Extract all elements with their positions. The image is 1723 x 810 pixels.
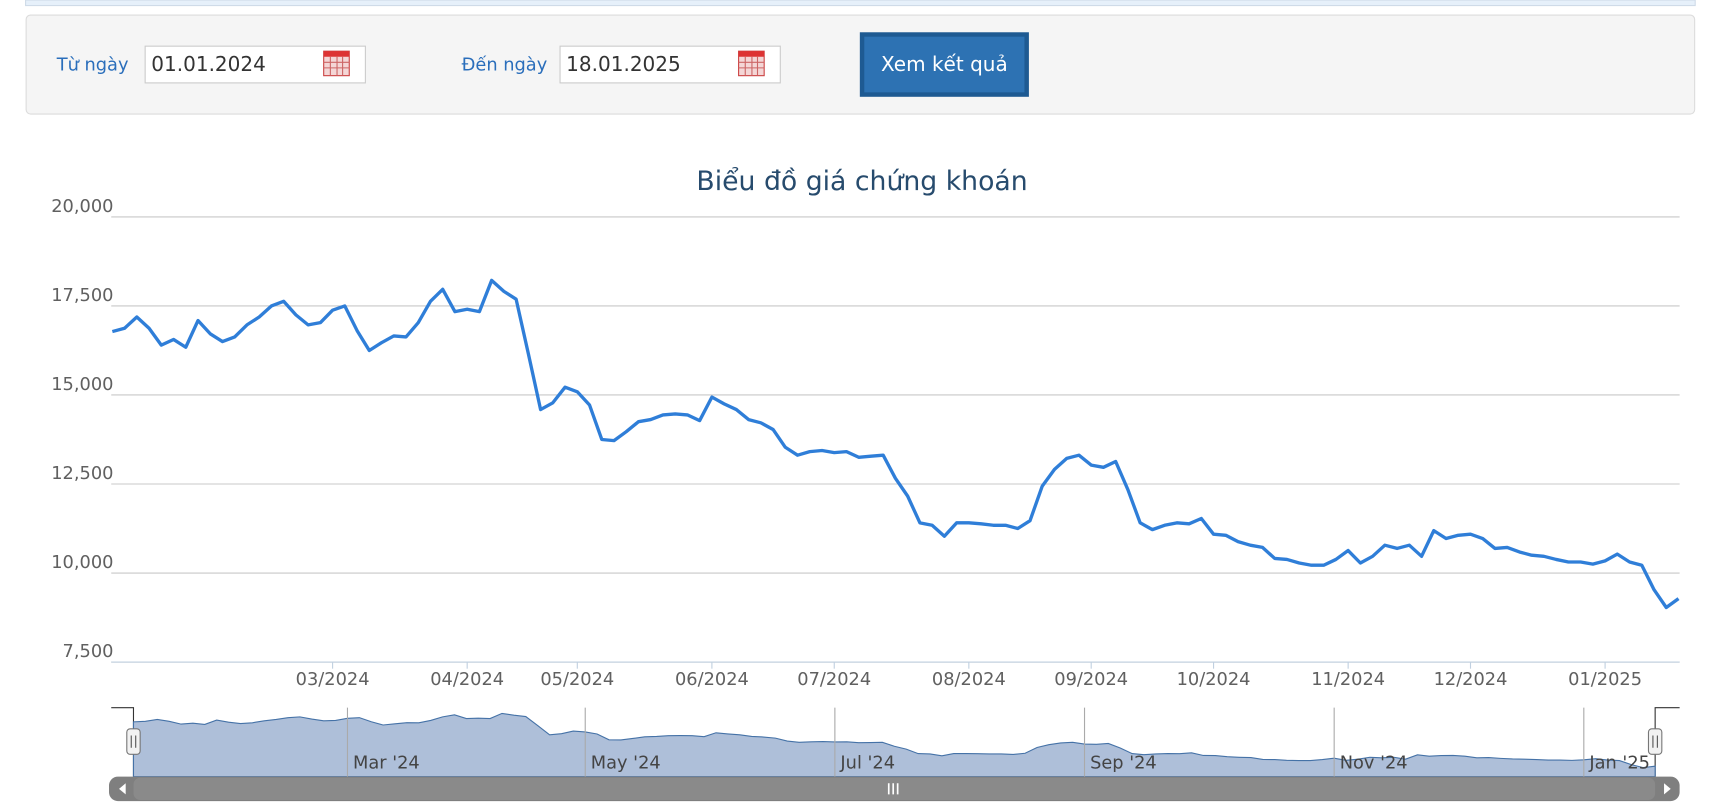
navigator-label: Mar '24: [353, 752, 420, 773]
navigator-label: Nov '24: [1340, 752, 1408, 773]
x-tick-label: 11/2024: [1311, 669, 1385, 690]
x-tick-label: 05/2024: [540, 669, 614, 690]
top-strip: [25, 0, 1696, 7]
y-tick-label: 15,000: [51, 374, 113, 395]
y-tick-label: 7,500: [63, 641, 114, 662]
chart: 7,500 10,000 12,500 15,000 17,500 20,000 03/20…: [51, 196, 1680, 802]
x-tick-label: 06/2024: [675, 669, 749, 690]
x-tick-label: 01/2025: [1568, 669, 1642, 690]
from-label: Từ ngày: [56, 55, 129, 76]
to-label: Đến ngày: [462, 55, 548, 76]
x-tick-label: 04/2024: [430, 669, 504, 690]
to-value: 18.01.2025: [566, 52, 681, 76]
x-tick-label: 09/2024: [1054, 669, 1128, 690]
submit-button-face: [864, 36, 1025, 93]
x-tick-label: 08/2024: [932, 669, 1006, 690]
navigator-label: Jul '24: [839, 752, 895, 773]
y-tick-label: 17,500: [51, 285, 113, 306]
x-tick-label: 10/2024: [1177, 669, 1251, 690]
x-tick-label: 03/2024: [296, 669, 370, 690]
navigator-label: May '24: [591, 752, 661, 773]
scroll-left[interactable]: [119, 783, 126, 795]
thumb-grip: [887, 783, 899, 795]
scrollbar-thumb: [133, 777, 1656, 800]
calendar-icon[interactable]: [738, 50, 765, 77]
navigator-handle[interactable]: [1647, 728, 1663, 755]
x-tick-label: 07/2024: [797, 669, 871, 690]
navigator-area: [132, 712, 1656, 778]
y-tick-label: 10,000: [51, 552, 113, 573]
price-line: [111, 278, 1680, 610]
y-tick-label: 12,500: [51, 463, 113, 484]
x-tick-label: 12/2024: [1434, 669, 1508, 690]
handle-grip: [1652, 735, 1658, 748]
scroll-right[interactable]: [1664, 783, 1671, 795]
from-value: 01.01.2024: [151, 52, 266, 76]
submit-label: Xem kết quả: [881, 52, 1008, 76]
handle-grip: [130, 735, 137, 748]
navigator-handle[interactable]: [126, 728, 141, 755]
navigator-label: Sep '24: [1090, 752, 1157, 773]
chart-title: Biểu đồ giá chứng khoán: [696, 166, 1027, 197]
navigator-label: Jan '25: [1588, 752, 1650, 773]
calendar-icon[interactable]: [323, 50, 350, 77]
y-tick-label: 20,000: [51, 196, 113, 217]
